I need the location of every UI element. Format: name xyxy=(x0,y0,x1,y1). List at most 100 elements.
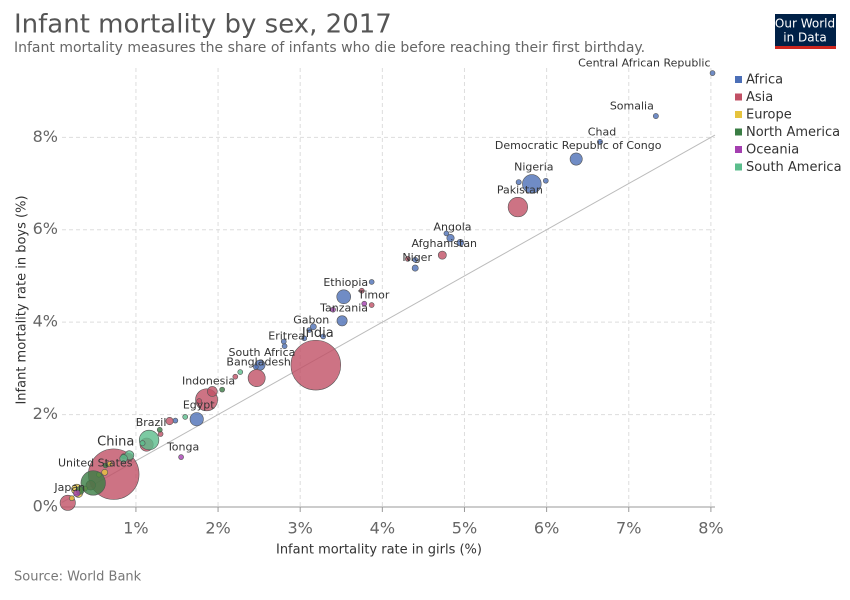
x-axis-title: Infant mortality rate in girls (%) xyxy=(276,543,482,558)
legend-swatch xyxy=(735,111,742,118)
series xyxy=(73,300,368,497)
bubble xyxy=(182,414,189,420)
point-label: Indonesia xyxy=(182,375,235,388)
bubble xyxy=(412,256,418,263)
point-label: Brazil xyxy=(136,416,167,429)
bubble xyxy=(515,179,522,186)
point-label: Japan xyxy=(53,481,85,494)
point-label: Chad xyxy=(588,125,616,138)
bubble xyxy=(443,230,450,237)
bubble xyxy=(652,113,659,119)
bubble xyxy=(361,300,368,307)
bubble xyxy=(709,70,716,76)
bubble xyxy=(156,427,163,433)
bubble xyxy=(320,333,327,340)
bubble xyxy=(368,279,375,285)
bubble xyxy=(207,386,218,397)
bubble xyxy=(101,469,109,476)
equality-line xyxy=(61,134,716,503)
y-tick-label: 2% xyxy=(33,404,58,423)
bubble xyxy=(280,338,287,345)
legend-label: Europe xyxy=(746,108,792,123)
x-tick-label: 4% xyxy=(370,519,395,538)
y-axis-title: Infant mortality rate in boys (%) xyxy=(15,195,30,404)
bubble xyxy=(247,369,266,387)
bubble xyxy=(310,323,317,331)
point-label: Ethiopia xyxy=(323,276,368,289)
bubble xyxy=(330,306,336,313)
bubble xyxy=(301,335,308,342)
x-tick-label: 3% xyxy=(288,519,313,538)
series xyxy=(172,70,716,427)
bubble xyxy=(290,339,341,391)
legend-swatch xyxy=(735,163,742,171)
y-tick-label: 0% xyxy=(33,497,58,516)
point-label: Tanzania xyxy=(319,302,368,315)
logo-text: in Data xyxy=(783,31,826,45)
bubble xyxy=(336,289,352,305)
bubble xyxy=(569,152,583,166)
legend-label: South America xyxy=(746,160,842,175)
bubble xyxy=(102,462,109,469)
chart-subtitle: Infant mortality measures the share of i… xyxy=(14,40,645,56)
logo-text: Our World xyxy=(775,17,835,31)
point-label: United States xyxy=(58,457,133,470)
point-label: Bangladesh xyxy=(226,355,291,368)
legend-label: Asia xyxy=(746,90,773,105)
x-tick-label: 5% xyxy=(452,519,477,538)
x-tick-label: 2% xyxy=(205,519,230,538)
bubble xyxy=(336,315,348,327)
bubble xyxy=(69,495,75,502)
bubble xyxy=(139,440,146,447)
bubble xyxy=(178,454,184,460)
point-label: India xyxy=(302,326,334,341)
bubble xyxy=(368,302,375,308)
y-tick-label: 4% xyxy=(33,312,58,331)
point-label: Tonga xyxy=(166,441,199,454)
bubble xyxy=(237,369,244,375)
bubble xyxy=(80,470,106,496)
legend-label: North America xyxy=(746,125,840,140)
legend-swatch xyxy=(735,146,742,153)
bubble xyxy=(522,174,542,194)
bubble xyxy=(172,417,179,424)
point-label: Pakistan xyxy=(497,183,543,196)
chart-title: Infant mortality by sex, 2017 xyxy=(14,10,392,40)
bubble xyxy=(542,177,549,184)
point-label: Somalia xyxy=(610,99,654,112)
legend-label: Oceania xyxy=(746,143,799,158)
point-label: Gabon xyxy=(293,314,329,327)
bubble xyxy=(507,197,528,218)
x-tick-label: 6% xyxy=(534,519,559,538)
source: Source: World Bank xyxy=(14,570,142,585)
bubble xyxy=(73,489,81,497)
legend-swatch xyxy=(735,76,742,83)
logo-stripe xyxy=(775,46,836,49)
bubble xyxy=(405,256,411,262)
x-tick-label: 1% xyxy=(123,519,148,538)
point-label: Egypt xyxy=(183,399,215,412)
point-label: Central African Republic xyxy=(578,57,710,70)
bubble xyxy=(456,238,465,247)
legend-label: Africa xyxy=(746,73,783,88)
series xyxy=(119,369,244,463)
bubble xyxy=(306,327,313,333)
legend-swatch xyxy=(735,128,742,136)
bubble xyxy=(446,234,455,243)
point-label: Nigeria xyxy=(514,161,553,174)
y-tick-label: 6% xyxy=(33,219,58,238)
bubble xyxy=(196,398,203,405)
point-label: Afghanistan xyxy=(412,237,478,250)
y-tick-label: 8% xyxy=(33,127,58,146)
bubble xyxy=(219,386,225,393)
point-label: Eritrea xyxy=(268,330,305,343)
bubble xyxy=(189,412,204,427)
bubble xyxy=(437,250,447,260)
bubble xyxy=(597,139,603,145)
legend-swatch xyxy=(735,93,742,101)
bubble xyxy=(165,417,174,426)
bubble xyxy=(232,373,239,380)
logo-box xyxy=(775,14,836,49)
